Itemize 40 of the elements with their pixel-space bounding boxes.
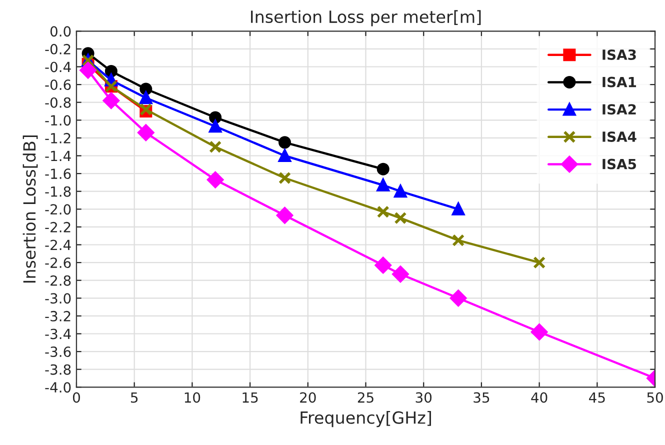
- x-tick-label: 45: [589, 392, 605, 403]
- y-tick-label: -1.0: [45, 115, 71, 126]
- x-tick-label: 5: [130, 392, 138, 403]
- y-tick-label: -3.6: [45, 346, 71, 358]
- y-tick-label: -2.6: [45, 258, 71, 268]
- y-tick-label: -2.4: [45, 240, 71, 250]
- x-tick-label: 30: [416, 392, 432, 403]
- legend-label: ISA3: [602, 49, 636, 60]
- y-tick-label: -2.2: [45, 222, 70, 232]
- y-tick-label: -2.8: [45, 275, 71, 286]
- x-axis-title: Frequency[GHz]: [300, 411, 431, 428]
- x-tick-label: 15: [242, 392, 258, 403]
- x-tick-label: 35: [474, 392, 490, 403]
- y-tick-label: -3.2: [45, 310, 70, 322]
- y-tick-label: -3.4: [45, 328, 71, 340]
- y-tick-label: -1.8: [45, 186, 71, 197]
- x-tick-label: 20: [300, 392, 316, 403]
- y-axis-title: Insertion Loss[dB]: [22, 136, 38, 283]
- y-tick-label: -2.0: [45, 204, 71, 215]
- y-tick-label: 0.0: [50, 26, 71, 37]
- y-tick-label: -0.8: [45, 97, 71, 108]
- y-tick-label: -0.2: [45, 44, 70, 54]
- legend-label: ISA2: [602, 104, 636, 115]
- x-tick-label: 10: [184, 392, 200, 403]
- y-tick-label: -3.8: [45, 364, 71, 375]
- legend-label: ISA5: [602, 158, 636, 170]
- x-tick-label: 40: [531, 392, 548, 403]
- x-tick-label: 50: [647, 392, 663, 403]
- y-tick-label: -1.2: [45, 132, 70, 144]
- y-tick-label: -1.6: [45, 168, 71, 180]
- y-tick-label: -1.4: [45, 150, 71, 162]
- legend-label: ISA1: [602, 76, 636, 88]
- x-tick-label: 25: [358, 392, 374, 403]
- y-tick-label: -0.4: [45, 62, 71, 72]
- y-tick-label: -0.6: [45, 80, 71, 90]
- y-tick-label: -3.0: [45, 293, 71, 304]
- y-tick-label: -4.0: [45, 382, 71, 393]
- chart-title: Insertion Loss per meter[m]: [251, 10, 481, 26]
- legend-label: ISA4: [602, 131, 636, 142]
- x-tick-label: 0: [72, 392, 80, 403]
